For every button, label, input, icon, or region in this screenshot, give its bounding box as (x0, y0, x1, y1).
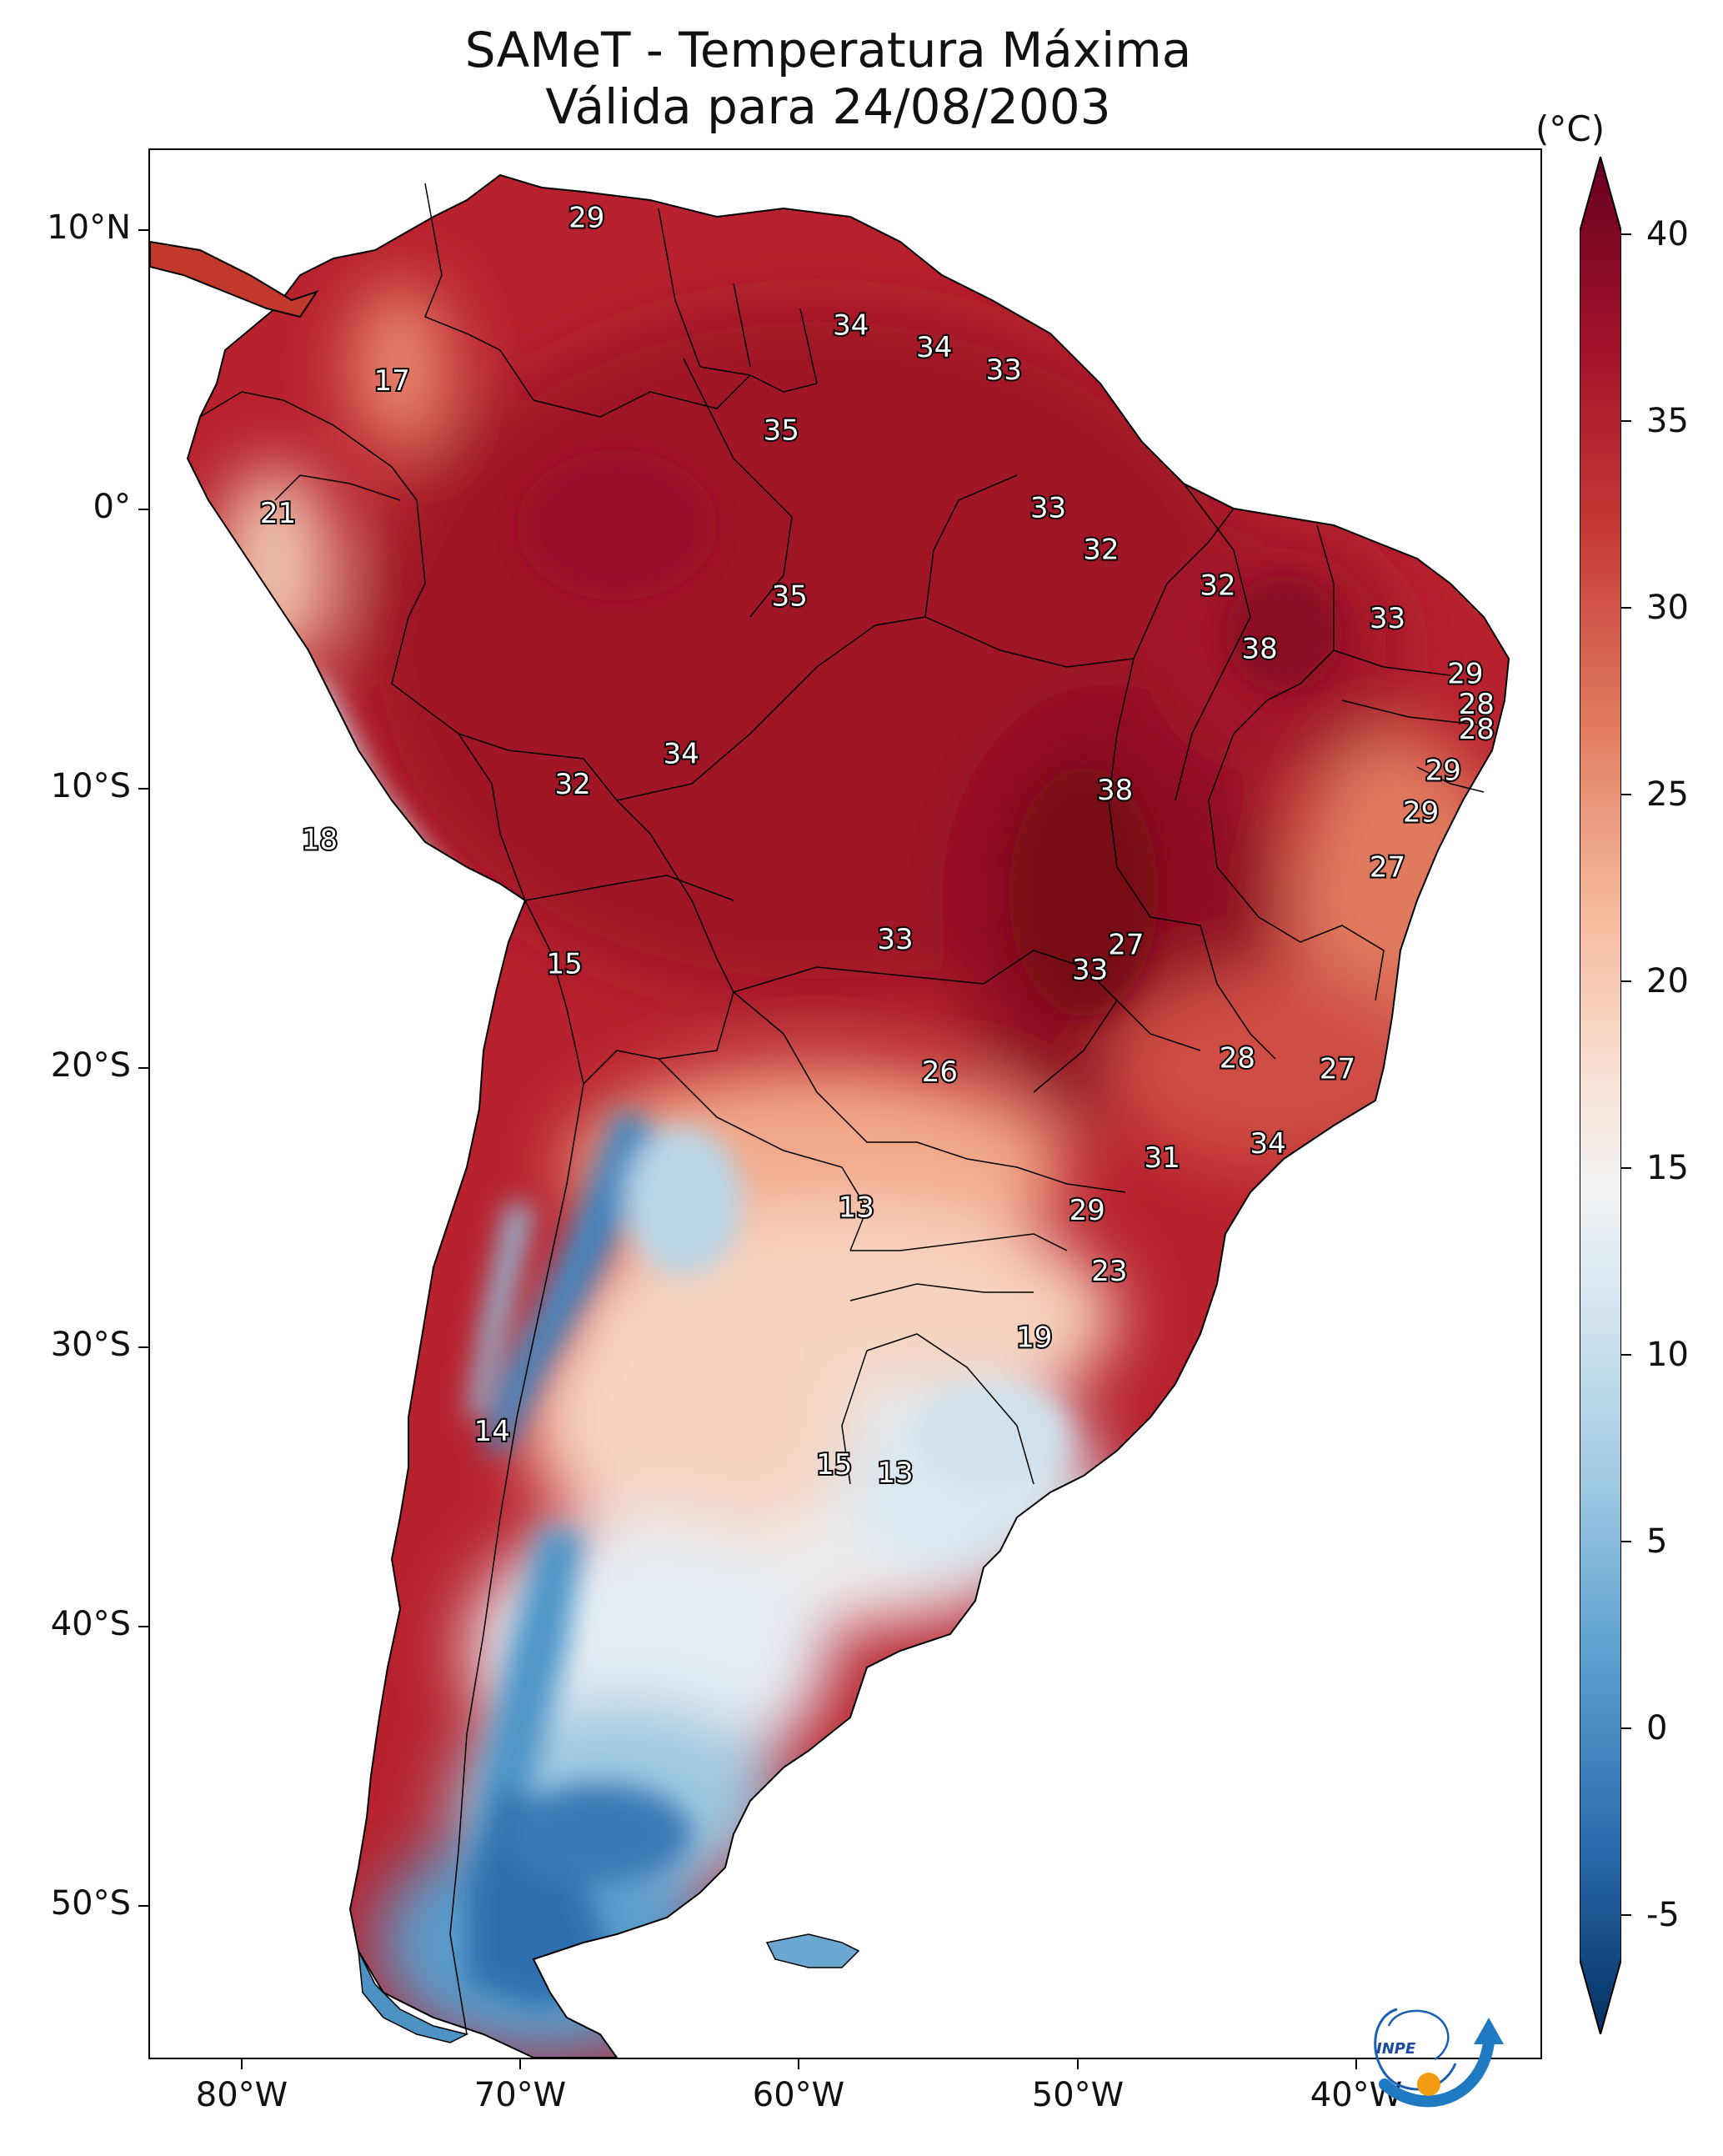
lon-label-80w: 80°W (195, 2076, 288, 2114)
station-value-27: 28 (1220, 1041, 1255, 1075)
colorbar-tick (1621, 980, 1631, 982)
station-value-8: 32 (1083, 533, 1119, 566)
station-value-15: 28 (1459, 713, 1495, 746)
colorbar-label-20: 20 (1646, 962, 1689, 1000)
colorbar (1580, 157, 1621, 2034)
colorbar-tick (1621, 233, 1631, 235)
colorbar-tick (1621, 1167, 1631, 1169)
colorbar-tick (1621, 1914, 1631, 1916)
colorbar-tick (1621, 1354, 1631, 1356)
station-value-19: 29 (1425, 755, 1461, 788)
station-value-26: 15 (546, 948, 582, 981)
lat-label-10s: 10°S (50, 767, 131, 805)
falkland-islands (765, 1933, 860, 1968)
lat-label-30s: 30°S (50, 1326, 131, 1364)
map-area: 29 34 34 33 17 35 21 33 32 32 35 33 38 29 28 28 34 32 38 29… (148, 148, 1542, 2059)
station-value-3: 33 (986, 353, 1022, 387)
station-value-21: 18 (302, 824, 338, 857)
station-value-1: 34 (833, 309, 869, 343)
colorbar-label-35: 35 (1646, 402, 1689, 440)
colorbar-label-40: 40 (1646, 215, 1689, 253)
colorbar-tick (1621, 420, 1631, 422)
station-value-0: 29 (568, 201, 604, 234)
station-value-13: 29 (1447, 658, 1483, 691)
station-value-11: 33 (1370, 602, 1405, 635)
lon-label-70w: 70°W (473, 2076, 567, 2114)
station-value-10: 35 (772, 580, 808, 614)
station-value-31: 31 (1144, 1141, 1180, 1175)
station-value-4: 17 (374, 364, 410, 398)
lat-tick (138, 788, 148, 790)
colorbar-tick (1621, 1727, 1631, 1729)
station-value-24: 27 (1108, 929, 1144, 962)
station-value-32: 13 (839, 1191, 874, 1225)
colorbar-label-minus5: -5 (1646, 1896, 1680, 1934)
station-value-2: 34 (916, 331, 952, 364)
map-subtitle: Válida para 24/08/2003 (545, 78, 1111, 135)
station-value-17: 32 (554, 768, 590, 801)
colorbar-label-30: 30 (1646, 589, 1689, 627)
inpe-logo-text: INPE (1376, 2040, 1416, 2058)
station-value-37: 15 (816, 1448, 852, 1482)
station-value-35: 19 (1016, 1321, 1052, 1354)
lat-tick (138, 1067, 148, 1069)
lon-label-50w: 50°W (1031, 2076, 1124, 2114)
station-value-20: 29 (1403, 795, 1439, 829)
lat-label-0: 0° (93, 488, 131, 526)
station-value-6: 21 (260, 497, 296, 530)
lon-tick (519, 2059, 521, 2069)
central-america (150, 240, 319, 318)
station-value-18: 38 (1097, 774, 1133, 807)
station-value-38: 13 (877, 1457, 913, 1490)
station-value-33: 29 (1069, 1194, 1105, 1227)
station-value-9: 32 (1200, 569, 1235, 602)
coastline (186, 173, 1510, 2058)
colorbar-tick (1621, 1541, 1631, 1542)
lat-label-40s: 40°S (50, 1605, 131, 1643)
station-value-28: 27 (1320, 1053, 1355, 1086)
lon-tick (1077, 2059, 1079, 2069)
station-value-22: 27 (1370, 851, 1405, 885)
lat-tick (138, 1626, 148, 1627)
lat-tick (138, 229, 148, 231)
station-value-7: 33 (1030, 492, 1066, 525)
station-value-23: 33 (877, 923, 913, 956)
lon-tick (241, 2059, 243, 2069)
colorbar-label-0: 0 (1646, 1709, 1668, 1747)
colorbar-label-15: 15 (1646, 1149, 1689, 1187)
lat-tick (138, 1346, 148, 1348)
lat-tick (138, 509, 148, 510)
station-value-5: 35 (764, 414, 799, 448)
colorbar-unit: (°C) (1535, 108, 1605, 149)
lon-label-60w: 60°W (752, 2076, 845, 2114)
station-value-25: 33 (1072, 953, 1108, 986)
station-value-29: 26 (922, 1055, 958, 1089)
colorbar-tick (1621, 607, 1631, 609)
map-title: SAMeT - Temperatura Máxima (464, 22, 1192, 78)
lat-label-50s: 50°S (50, 1884, 131, 1923)
lon-tick (1355, 2059, 1357, 2069)
lat-label-10n: 10°N (47, 208, 131, 247)
colorbar-label-10: 10 (1646, 1336, 1689, 1374)
station-value-12: 38 (1241, 633, 1277, 666)
colorbar-tick (1621, 794, 1631, 795)
station-value-34: 23 (1091, 1255, 1127, 1288)
colorbar-label-5: 5 (1646, 1522, 1668, 1561)
lon-tick (798, 2059, 799, 2069)
lat-label-20s: 20°S (50, 1046, 131, 1085)
station-value-36: 14 (474, 1415, 510, 1448)
colorbar-label-25: 25 (1646, 775, 1689, 814)
lat-tick (138, 1905, 148, 1907)
tierra-del-fuego (358, 1950, 469, 2043)
country-borders (199, 183, 1485, 2035)
station-value-30: 34 (1250, 1127, 1285, 1161)
inpe-logo (1374, 2008, 1504, 2108)
station-value-16: 34 (664, 738, 699, 771)
station-value-14: 28 (1459, 688, 1495, 721)
